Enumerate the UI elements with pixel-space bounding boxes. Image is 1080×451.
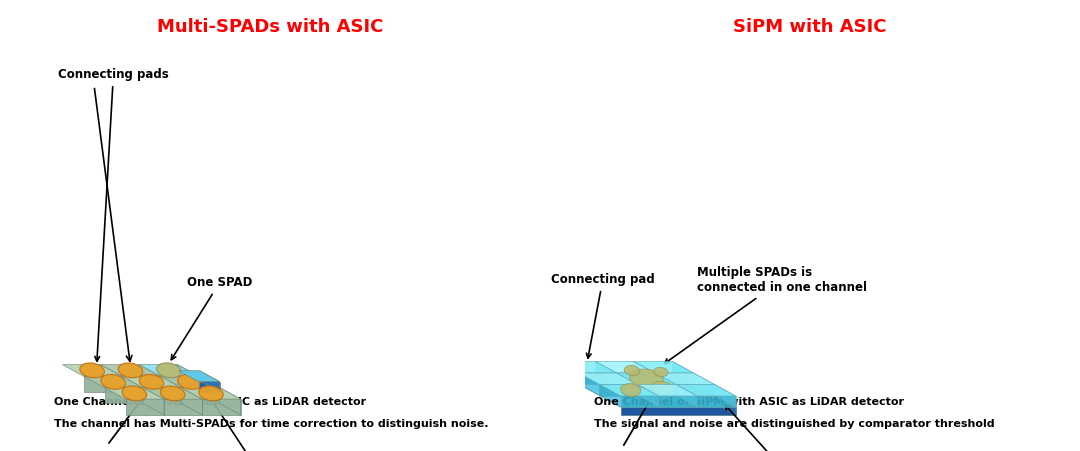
- Polygon shape: [617, 373, 656, 384]
- Text: One Channel of SPAD with ASIC as LiDAR detector: One Channel of SPAD with ASIC as LiDAR d…: [54, 397, 366, 407]
- Polygon shape: [599, 384, 638, 396]
- Polygon shape: [579, 373, 638, 384]
- Polygon shape: [139, 364, 199, 376]
- Polygon shape: [698, 396, 735, 407]
- Ellipse shape: [624, 366, 639, 376]
- Ellipse shape: [177, 374, 202, 389]
- Polygon shape: [181, 388, 219, 403]
- Ellipse shape: [651, 381, 673, 394]
- Text: One ASIC circuit
for one SPAD: One ASIC circuit for one SPAD: [202, 385, 315, 451]
- Polygon shape: [693, 373, 715, 396]
- Polygon shape: [83, 376, 143, 388]
- Text: Multi-SPADs with ASIC: Multi-SPADs with ASIC: [157, 18, 383, 36]
- Polygon shape: [638, 384, 698, 396]
- Polygon shape: [676, 384, 715, 396]
- Polygon shape: [617, 373, 676, 384]
- Polygon shape: [656, 373, 693, 384]
- Text: The channel has Multi-SPADs for time correction to distinguish noise.: The channel has Multi-SPADs for time cor…: [54, 419, 488, 429]
- Polygon shape: [164, 399, 202, 415]
- Polygon shape: [199, 376, 219, 403]
- Polygon shape: [557, 362, 617, 373]
- Ellipse shape: [157, 363, 181, 378]
- Polygon shape: [83, 376, 122, 392]
- Polygon shape: [621, 407, 735, 415]
- Polygon shape: [200, 371, 219, 392]
- Ellipse shape: [118, 363, 143, 378]
- Polygon shape: [177, 364, 199, 392]
- Ellipse shape: [199, 386, 224, 401]
- Ellipse shape: [160, 386, 185, 401]
- Polygon shape: [63, 364, 122, 376]
- Polygon shape: [105, 388, 143, 403]
- Polygon shape: [143, 388, 202, 399]
- Polygon shape: [596, 362, 617, 384]
- Text: Connecting pad: Connecting pad: [551, 273, 654, 358]
- Polygon shape: [181, 388, 241, 399]
- Polygon shape: [202, 399, 241, 415]
- Text: One Channel of SiPM with ASIC as LiDAR detector: One Channel of SiPM with ASIC as LiDAR d…: [594, 397, 904, 407]
- Polygon shape: [579, 373, 617, 384]
- Ellipse shape: [621, 384, 640, 396]
- Polygon shape: [100, 364, 160, 376]
- Polygon shape: [676, 384, 735, 396]
- Polygon shape: [181, 388, 202, 415]
- Text: The signal and noise are distinguished by comparator threshold: The signal and noise are distinguished b…: [594, 419, 995, 429]
- Ellipse shape: [122, 386, 147, 401]
- Polygon shape: [673, 373, 735, 415]
- Ellipse shape: [653, 368, 669, 377]
- Polygon shape: [596, 362, 656, 373]
- Polygon shape: [139, 364, 160, 392]
- Polygon shape: [122, 376, 143, 403]
- Polygon shape: [100, 364, 122, 392]
- Polygon shape: [715, 384, 735, 407]
- Polygon shape: [122, 376, 160, 392]
- Polygon shape: [659, 396, 698, 407]
- Polygon shape: [617, 373, 638, 396]
- Polygon shape: [676, 384, 698, 407]
- Polygon shape: [160, 376, 199, 392]
- Polygon shape: [160, 376, 181, 403]
- Polygon shape: [638, 384, 659, 407]
- Polygon shape: [178, 371, 219, 382]
- Polygon shape: [634, 362, 656, 384]
- Polygon shape: [557, 373, 735, 407]
- Polygon shape: [599, 384, 659, 396]
- Polygon shape: [673, 362, 693, 384]
- Polygon shape: [125, 399, 164, 415]
- Text: One SPAD: One SPAD: [172, 276, 253, 360]
- Polygon shape: [122, 376, 181, 388]
- Polygon shape: [143, 388, 181, 403]
- Ellipse shape: [80, 363, 105, 378]
- Text: Multiple SPADs is
connected in one channel: Multiple SPADs is connected in one chann…: [664, 266, 867, 364]
- Polygon shape: [105, 388, 164, 399]
- Text: ASIC circuit for one
channel of SiPM: ASIC circuit for one channel of SiPM: [725, 405, 864, 451]
- Polygon shape: [143, 388, 164, 415]
- Polygon shape: [199, 382, 219, 392]
- Polygon shape: [621, 396, 659, 407]
- Ellipse shape: [100, 374, 125, 389]
- Polygon shape: [638, 384, 676, 396]
- Text: SiPM with ASIC: SiPM with ASIC: [733, 18, 887, 36]
- Ellipse shape: [630, 369, 663, 388]
- Polygon shape: [656, 373, 676, 396]
- Text: Connecting pads: Connecting pads: [58, 68, 168, 361]
- Polygon shape: [634, 362, 693, 373]
- Ellipse shape: [139, 374, 164, 389]
- Polygon shape: [656, 373, 715, 384]
- Polygon shape: [219, 388, 241, 415]
- Polygon shape: [160, 376, 219, 388]
